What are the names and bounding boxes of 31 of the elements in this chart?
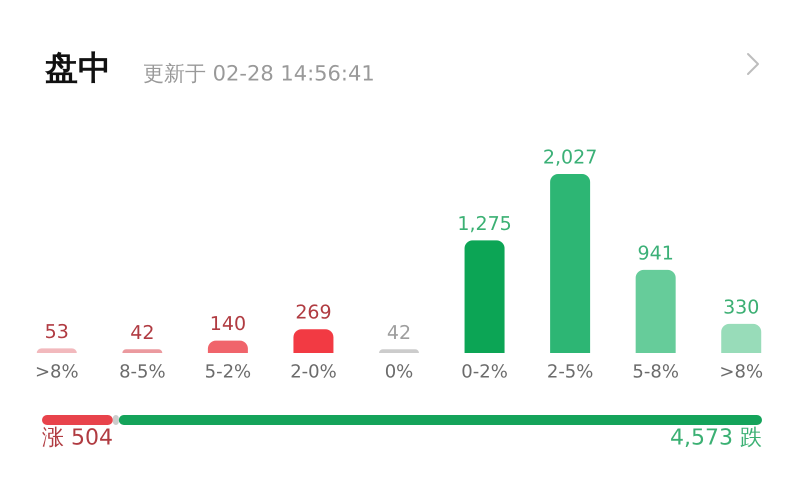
bar: [379, 349, 419, 353]
x-tick-label: 2-5%: [546, 362, 594, 382]
bar: [721, 324, 762, 353]
chart-title: 盘中: [44, 48, 111, 87]
x-tick-label: 0%: [384, 362, 414, 382]
x-tick-label: >8%: [34, 362, 79, 382]
data-label: 269: [295, 302, 332, 324]
data-label: 941: [638, 242, 674, 264]
bar: [550, 174, 590, 353]
bar: [636, 270, 676, 353]
bar: [293, 329, 334, 353]
x-tick-label: >8%: [719, 362, 764, 382]
bar: [36, 348, 77, 353]
bar: [464, 240, 505, 353]
bar: [122, 349, 162, 353]
data-label: 53: [44, 320, 69, 343]
x-tick-label: 8-5%: [119, 362, 166, 382]
data-label: 2,027: [542, 146, 598, 168]
data-label: 涨 504: [42, 426, 113, 450]
x-tick-label: 5-8%: [632, 362, 679, 382]
data-label: 4,573 跌: [670, 426, 762, 450]
x-tick-label: 5-2%: [204, 362, 252, 382]
bar: [208, 340, 248, 353]
chart-subtitle: 更新于 02-28 14:56:41: [143, 62, 375, 86]
data-label: 330: [723, 296, 760, 318]
data-label: 42: [386, 322, 412, 344]
data-label: 42: [130, 322, 154, 344]
data-label: 1,275: [457, 212, 512, 235]
x-tick-label: 2-0%: [290, 362, 337, 382]
x-tick-label: 0-2%: [461, 362, 508, 382]
data-label: 140: [210, 313, 246, 336]
